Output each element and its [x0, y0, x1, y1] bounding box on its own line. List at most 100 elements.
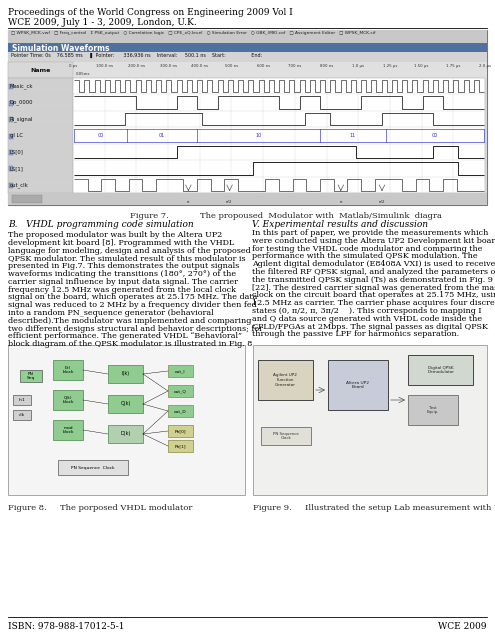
Text: 0 ps: 0 ps: [69, 64, 77, 68]
Text: clock on the circuit board that operates at 25.175 MHz, using: clock on the circuit board that operates…: [252, 291, 495, 300]
Text: Proceedings of the World Congress on Engineering 2009 Vol I: Proceedings of the World Congress on Eng…: [8, 8, 293, 17]
Bar: [20, 370, 42, 382]
Text: π: π: [187, 200, 190, 204]
Text: B.   VHDL programming code simulation: B. VHDL programming code simulation: [8, 220, 194, 229]
Text: Agilent UP2
Function
Generator: Agilent UP2 Function Generator: [273, 373, 297, 387]
Text: for testing the VHDL code modulator and comparing the: for testing the VHDL code modulator and …: [252, 244, 483, 253]
Bar: [13, 395, 31, 405]
Text: π/2: π/2: [379, 200, 385, 204]
Text: 200.0 ns: 200.0 ns: [128, 64, 145, 68]
Text: signal was reduced to 2 MHz by a frequency divider then fed: signal was reduced to 2 MHz by a frequen…: [8, 301, 257, 309]
Bar: [73, 78, 485, 193]
Text: through the passive LPF for harmonics separation.: through the passive LPF for harmonics se…: [252, 330, 459, 339]
Text: Test
Equip.: Test Equip.: [427, 406, 439, 414]
Text: carrier signal influence by input data signal. The carrier: carrier signal influence by input data s…: [8, 278, 238, 286]
Bar: [9, 183, 13, 188]
Bar: [13, 410, 31, 420]
Text: 2.0 μs: 2.0 μs: [479, 64, 491, 68]
Text: 300.0 ns: 300.0 ns: [159, 64, 177, 68]
Text: described).The modulator was implemented and comparing: described).The modulator was implemented…: [8, 317, 251, 325]
Text: Figure 8.: Figure 8.: [8, 504, 47, 512]
Text: Ri_signal: Ri_signal: [10, 116, 34, 122]
Bar: [9, 150, 13, 155]
Text: 500 ns: 500 ns: [225, 64, 238, 68]
Bar: [8, 30, 487, 43]
Bar: [9, 166, 13, 172]
Bar: [168, 440, 193, 452]
Text: I(t)
block: I(t) block: [62, 365, 74, 374]
Text: PN Sequence  Clock: PN Sequence Clock: [71, 466, 115, 470]
Text: LS[0]: LS[0]: [10, 149, 24, 154]
Text: gl LC: gl LC: [10, 133, 23, 138]
Bar: [9, 100, 13, 106]
Text: Q(k): Q(k): [120, 401, 131, 406]
Text: In1: In1: [19, 398, 25, 402]
Text: LS[1]: LS[1]: [10, 166, 24, 171]
Bar: [8, 62, 73, 78]
Bar: [261, 427, 311, 445]
Bar: [9, 117, 13, 122]
Text: 01: 01: [159, 133, 165, 138]
Text: Name: Name: [30, 67, 50, 72]
Text: block diagram of the QPSK modulator is illustrated in Fig. 8: block diagram of the QPSK modulator is i…: [8, 340, 252, 348]
Text: PN
Seq: PN Seq: [27, 372, 35, 380]
Text: 1.25 μs: 1.25 μs: [383, 64, 397, 68]
Text: out_clk: out_clk: [10, 182, 29, 188]
Text: 600 ns: 600 ns: [256, 64, 270, 68]
Text: QPSK modulator. The simulated result of this modulator is: QPSK modulator. The simulated result of …: [8, 254, 246, 262]
Text: Q(t)
block: Q(t) block: [62, 396, 74, 404]
Text: Ph[0]: Ph[0]: [175, 429, 186, 433]
Text: two different designs structural and behavior descriptions; for: two different designs structural and beh…: [8, 324, 263, 333]
Bar: [168, 385, 193, 397]
Text: Digital QPSK
Demodulator: Digital QPSK Demodulator: [428, 365, 454, 374]
Text: ISBN: 978-988-17012-5-1: ISBN: 978-988-17012-5-1: [8, 622, 125, 631]
Text: V. Experimental results and discussion: V. Experimental results and discussion: [252, 220, 428, 229]
Text: the transmitted QPSK signal (Ts) as demonstrated in Fig. 9: the transmitted QPSK signal (Ts) as demo…: [252, 276, 493, 284]
Text: 0.05ms: 0.05ms: [76, 72, 91, 76]
Text: 00: 00: [432, 133, 438, 138]
Text: waveforms indicating the transitions (180°, 270°) of the: waveforms indicating the transitions (18…: [8, 270, 236, 278]
Text: language for modeling, design and analysis of the proposed: language for modeling, design and analys…: [8, 246, 251, 255]
Bar: [9, 84, 13, 89]
Text: The proposed modulator was built by the Altera UP2: The proposed modulator was built by the …: [8, 231, 222, 239]
Bar: [258, 360, 313, 400]
Text: Illustrated the setup Lab measurement with UK2 Alter: Illustrated the setup Lab measurement wi…: [305, 504, 495, 512]
Bar: [168, 365, 193, 377]
Text: Altera UP2
Board: Altera UP2 Board: [346, 381, 369, 389]
Text: and Q data source generated with VHDL code inside the: and Q data source generated with VHDL co…: [252, 315, 482, 323]
Text: presented in Fig.7. This demonstrates the output signals: presented in Fig.7. This demonstrates th…: [8, 262, 239, 270]
Bar: [58, 460, 128, 475]
Text: out_D: out_D: [174, 409, 187, 413]
Text: □ WPSK_MCK.vwf   □ Freq_control   Σ PSK_output   ○ Correlation logic   □ CPE_xQ.: □ WPSK_MCK.vwf □ Freq_control Σ PSK_outp…: [11, 31, 376, 35]
Text: Masic_ck: Masic_ck: [10, 83, 34, 89]
Bar: [108, 395, 143, 413]
Text: 10: 10: [255, 133, 262, 138]
Bar: [8, 78, 73, 193]
Bar: [8, 43, 487, 52]
Bar: [108, 365, 143, 383]
Bar: [8, 193, 487, 205]
Bar: [53, 360, 83, 380]
Text: 100.0 ns: 100.0 ns: [96, 64, 113, 68]
Text: 11: 11: [349, 133, 356, 138]
Text: D(k): D(k): [120, 431, 131, 436]
Text: development kit board [8]. Programmed with the VHDL: development kit board [8]. Programmed wi…: [8, 239, 234, 247]
Text: In this part of paper, we provide the measurements which: In this part of paper, we provide the me…: [252, 229, 489, 237]
Text: The porposed VHDL modulator: The porposed VHDL modulator: [60, 504, 193, 512]
Text: Agilent digital demodulator (E8408A VXI) is used to receive: Agilent digital demodulator (E8408A VXI)…: [252, 260, 495, 268]
Text: π/2: π/2: [226, 200, 233, 204]
Text: 800 ns: 800 ns: [320, 64, 333, 68]
Text: The propoused  Modulator with  Matlab/Simulink  diagra: The propoused Modulator with Matlab/Simu…: [200, 212, 442, 220]
Bar: [9, 134, 13, 138]
Bar: [168, 405, 193, 417]
Text: PN Sequence
Clock: PN Sequence Clock: [273, 432, 299, 440]
Text: mod
block: mod block: [62, 426, 74, 435]
Text: WCE 2009: WCE 2009: [439, 622, 487, 631]
Text: Pointer Time: 0s    76.585 ms     ▌ Pointer:      336,936 ns    Interval:     50: Pointer Time: 0s 76.585 ms ▌ Pointer: 33…: [11, 53, 262, 58]
Bar: [53, 390, 83, 410]
Bar: [12, 195, 42, 203]
Text: Figure 9.: Figure 9.: [253, 504, 292, 512]
Text: [22]. The desired carrier signal was generated from the master: [22]. The desired carrier signal was gen…: [252, 284, 495, 292]
Bar: [253, 345, 487, 495]
Bar: [408, 395, 458, 425]
